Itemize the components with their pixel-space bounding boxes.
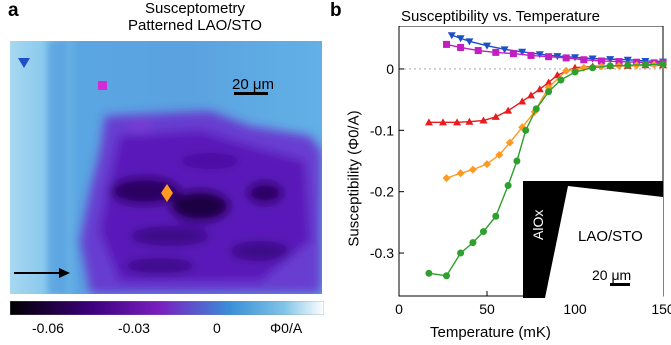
inset-aiox-label: AlOx xyxy=(530,210,546,240)
orange-diamond-marker xyxy=(161,184,173,202)
data-point xyxy=(483,42,491,50)
data-point xyxy=(659,60,667,68)
panel-a-title: Susceptometry Patterned LAO/STO xyxy=(60,0,330,34)
inset-laosto-label: LAO/STO xyxy=(578,228,643,245)
colorbar-tick-3: 0 xyxy=(213,320,221,336)
data-point xyxy=(624,61,632,69)
data-point xyxy=(527,91,535,99)
colorbar-tick-2: -0.03 xyxy=(118,320,150,336)
data-point xyxy=(562,66,571,75)
colorbar-unit-label: Φ0/A xyxy=(270,320,303,336)
data-point xyxy=(562,54,570,62)
data-point xyxy=(474,47,482,55)
y-tick-label: 0 xyxy=(386,61,394,77)
panel-a-letter: a xyxy=(8,0,19,21)
data-point xyxy=(509,50,517,58)
y-axis-label: Susceptibility (Φ0/A) xyxy=(345,110,363,247)
data-point xyxy=(505,138,514,147)
data-point xyxy=(589,64,597,72)
series-circle xyxy=(425,60,667,280)
data-point xyxy=(479,228,487,236)
data-point xyxy=(588,55,597,63)
data-point xyxy=(439,118,447,126)
data-point xyxy=(456,169,465,178)
data-point xyxy=(483,160,491,169)
data-point xyxy=(545,88,553,96)
data-point xyxy=(492,48,500,56)
x-tick-label: 0 xyxy=(395,301,403,317)
data-point xyxy=(606,62,614,70)
data-point xyxy=(557,76,565,84)
colorbar-tick-1: -0.06 xyxy=(32,320,64,336)
data-point xyxy=(443,272,451,280)
data-point xyxy=(492,212,500,220)
inset-scalebar xyxy=(610,283,630,286)
data-point xyxy=(545,53,553,61)
data-point xyxy=(615,58,623,66)
data-point xyxy=(535,85,544,93)
data-point xyxy=(442,174,451,183)
data-point xyxy=(518,97,527,105)
right-arrow-icon xyxy=(14,268,70,278)
y-tick-label: -0.1 xyxy=(370,122,394,138)
inset-image: AlOx LAO/STO 20 μm xyxy=(523,181,663,298)
scalebar-label: 20 μm xyxy=(232,76,274,93)
data-point xyxy=(465,38,474,46)
panel-a-title-line2: Patterned LAO/STO xyxy=(128,17,262,34)
data-point xyxy=(479,116,488,124)
x-axis-label: Temperature (mK) xyxy=(430,324,551,341)
data-point xyxy=(580,56,588,64)
data-point xyxy=(453,118,462,126)
data-point xyxy=(500,46,509,54)
data-point xyxy=(571,54,579,62)
data-point xyxy=(469,239,477,247)
data-point xyxy=(522,126,530,134)
y-tick-label: -0.3 xyxy=(370,245,394,261)
data-point xyxy=(553,53,562,61)
data-point xyxy=(504,106,513,114)
data-point xyxy=(606,56,615,64)
susceptibility-chart: 0 50 100 150 0 -0.1 -0.2 -0.3 AlOx LAO/STO 20 μ… xyxy=(370,26,671,317)
data-point xyxy=(457,43,465,51)
data-point xyxy=(468,165,477,174)
blue-triangle-marker xyxy=(18,58,30,68)
data-point xyxy=(465,117,474,125)
magenta-square-marker xyxy=(98,81,107,90)
x-tick-label: 150 xyxy=(651,301,671,317)
data-point xyxy=(495,150,504,159)
data-point xyxy=(518,123,527,132)
data-point xyxy=(527,51,535,59)
data-point xyxy=(532,105,540,113)
data-point xyxy=(641,61,649,69)
data-point xyxy=(571,68,579,76)
data-point xyxy=(457,249,465,257)
panel-a-title-line1: Susceptometry xyxy=(144,0,246,17)
y-tick-label: -0.2 xyxy=(370,184,394,200)
colorbar xyxy=(10,301,324,315)
scalebar xyxy=(234,92,268,95)
data-point xyxy=(443,40,451,48)
data-point xyxy=(491,112,500,120)
data-point xyxy=(544,78,553,86)
data-point xyxy=(535,51,544,59)
inset-scalebar-label: 20 μm xyxy=(592,267,631,283)
x-tick-label: 50 xyxy=(479,301,495,317)
data-point xyxy=(424,118,433,126)
data-point xyxy=(518,48,527,56)
data-point xyxy=(456,35,465,43)
x-tick-label: 100 xyxy=(563,301,587,317)
data-point xyxy=(597,57,605,65)
data-point xyxy=(513,157,521,165)
chart-title: Susceptibility vs. Temperature xyxy=(401,8,600,25)
susceptometry-image: 20 μm xyxy=(10,41,322,294)
data-point xyxy=(504,182,512,190)
series-triangle-down xyxy=(447,32,667,66)
data-point xyxy=(425,269,433,277)
data-point xyxy=(447,32,456,40)
data-point xyxy=(623,56,632,64)
series-square xyxy=(443,40,667,67)
panel-b-letter: b xyxy=(330,0,342,21)
